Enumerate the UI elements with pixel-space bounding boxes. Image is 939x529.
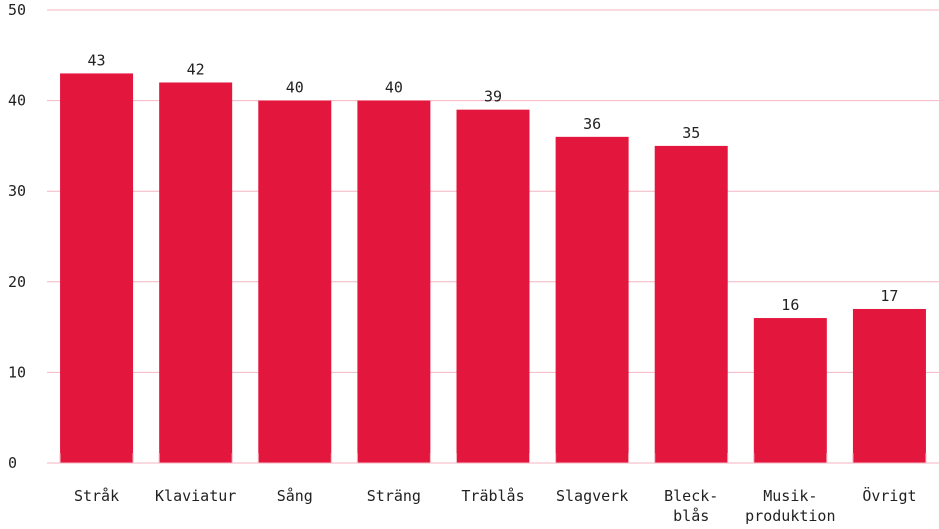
bar (159, 82, 233, 463)
x-axis: Stråk Klaviatur Sång Sträng Träblås Slagverk B… (47, 453, 939, 525)
data-label: 16 (781, 296, 799, 314)
y-axis: 0 10 20 30 40 50 (8, 1, 26, 472)
x-tick-label: Sträng (367, 487, 421, 505)
x-tick-label: blås (673, 507, 709, 525)
y-tick-label: 0 (8, 454, 17, 472)
data-label: 17 (880, 287, 898, 305)
y-tick-label: 10 (8, 363, 26, 381)
bar (357, 100, 431, 463)
x-tick-label: Klaviatur (155, 487, 236, 505)
y-tick-label: 50 (8, 1, 26, 19)
y-tick-label: 40 (8, 92, 26, 110)
x-tick-label: Musik- (763, 487, 817, 505)
bars (60, 73, 926, 464)
bar (753, 318, 827, 463)
x-tick-label: Träblås (461, 487, 524, 505)
data-labels: 43 42 40 40 39 36 35 16 17 (88, 51, 899, 314)
bar (258, 100, 332, 463)
data-label: 36 (583, 115, 601, 133)
x-tick-label: Bleck- (664, 487, 718, 505)
bar (60, 73, 134, 464)
x-tick-label: Stråk (74, 487, 119, 505)
y-tick-label: 30 (8, 182, 26, 200)
data-label: 40 (385, 79, 403, 97)
data-label: 42 (187, 60, 205, 78)
data-label: 43 (88, 51, 106, 69)
data-label: 35 (682, 124, 700, 142)
data-label: 40 (286, 79, 304, 97)
data-label: 39 (484, 88, 502, 106)
bar (852, 308, 926, 463)
bar (456, 109, 530, 463)
bar (555, 136, 629, 463)
x-tick-label: Sång (277, 487, 313, 505)
bar (654, 145, 728, 463)
x-tick-label: produktion (745, 507, 835, 525)
x-tick-label: Övrigt (862, 486, 916, 505)
y-tick-label: 20 (8, 273, 26, 291)
x-tick-label: Slagverk (556, 487, 628, 505)
